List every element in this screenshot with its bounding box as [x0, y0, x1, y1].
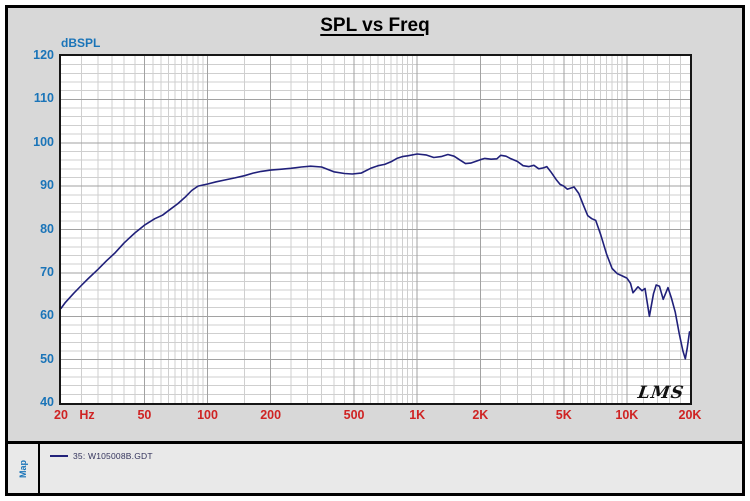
x-tick-label: 20K — [678, 408, 702, 422]
x-tick-label: 500 — [343, 408, 365, 422]
y-axis-unit-label: dBSPL — [61, 36, 101, 50]
legend-line-swatch — [50, 455, 68, 457]
x-tick-label: 10K — [615, 408, 639, 422]
y-tick-label: 120 — [33, 48, 54, 62]
x-tick-label: 2K — [472, 408, 489, 422]
x-axis-unit-label: Hz — [79, 408, 95, 422]
x-tick-label: 20 — [54, 408, 68, 422]
x-tick-label: 1K — [409, 408, 426, 422]
map-label: Map — [18, 459, 28, 478]
x-tick-label: 200 — [260, 408, 282, 422]
x-tick-label: 50 — [137, 408, 152, 422]
x-tick-label: 5K — [555, 408, 572, 422]
y-tick-label: 40 — [40, 395, 54, 409]
plot-grid-svg — [61, 56, 690, 403]
y-tick-label: 80 — [40, 221, 54, 236]
plot-frame: SPL vs Freq dBSPL 120 110 100 90 80 70 60 50 40 … — [5, 5, 745, 496]
chart-title: SPL vs Freq — [8, 15, 742, 37]
x-tick-label: 100 — [197, 408, 218, 422]
lms-watermark: LMS — [636, 383, 686, 403]
legend-item: 35: W105008B.GDT — [50, 451, 153, 461]
legend-box: 35: W105008B.GDT — [40, 444, 742, 493]
y-tick-label: 90 — [40, 178, 54, 193]
y-tick-label: 70 — [40, 264, 54, 279]
y-tick-label: 50 — [40, 351, 54, 366]
y-tick-label: 100 — [33, 134, 54, 149]
response-curve — [61, 153, 690, 360]
y-tick-label: 60 — [40, 308, 54, 323]
chart-title-text: SPL vs Freq — [320, 15, 430, 36]
footer-strip: Map 35: W105008B.GDT — [8, 441, 742, 493]
y-tick-label: 110 — [33, 91, 54, 106]
map-box: Map — [8, 444, 40, 493]
plot-area: LMS — [59, 54, 692, 405]
legend-label: 35: W105008B.GDT — [73, 451, 153, 461]
